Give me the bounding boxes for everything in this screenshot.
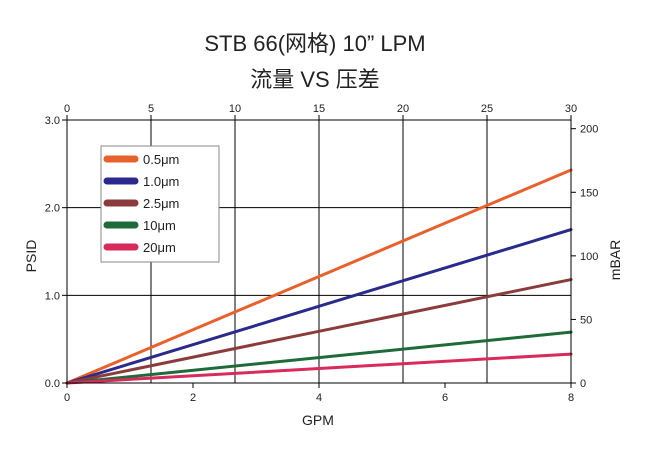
x2-tick-label: 0 xyxy=(64,103,70,115)
x2-tick-label: 25 xyxy=(481,103,493,115)
legend: 0.5μm 1.0μm 2.5μm 10μm 20μm xyxy=(100,145,220,263)
plot-frame xyxy=(62,115,576,388)
y-tick-label: 2.0 xyxy=(45,203,60,215)
x2-tick-label: 10 xyxy=(229,103,241,115)
series-line-2.5μm xyxy=(65,278,573,385)
chart-subtitle: 流量 VS 压差 xyxy=(250,67,380,92)
x-tick-label: 0 xyxy=(64,392,70,404)
y2-axis-title: mBAR xyxy=(607,240,623,280)
y2-tick-label: 0 xyxy=(580,378,586,390)
y-tick-label: 0.0 xyxy=(45,378,60,390)
x-tick-label: 6 xyxy=(442,392,448,404)
x2-tick-label: 15 xyxy=(313,103,325,115)
series-line-0.5μm xyxy=(65,168,573,385)
legend-label: 10μm xyxy=(143,218,176,233)
y-tick-label: 1.0 xyxy=(45,290,60,302)
plot-border xyxy=(66,119,572,384)
legend-label: 20μm xyxy=(143,240,176,255)
tick-labels: 0 5 10 15 20 25 300.01.02.03.00 2 4 6 805010015020… xyxy=(45,103,599,404)
x2-tick-label: 5 xyxy=(148,103,154,115)
series-line-1.0μm xyxy=(65,228,573,385)
series-lines xyxy=(65,168,573,385)
y-axis-title: PSID xyxy=(23,240,39,273)
x2-tick-label: 20 xyxy=(397,103,409,115)
series-line-10μm xyxy=(65,330,573,385)
legend-label: 0.5μm xyxy=(143,152,179,167)
series-line-20μm xyxy=(65,352,573,385)
y2-tick-label: 50 xyxy=(580,314,592,326)
x-axis-title: GPM xyxy=(302,412,334,428)
chart-title: STB 66(网格) 10” LPM xyxy=(204,31,426,56)
y-tick-label: 3.0 xyxy=(45,115,60,127)
legend-label: 2.5μm xyxy=(143,196,179,211)
x-tick-label: 2 xyxy=(190,392,196,404)
legend-label: 1.0μm xyxy=(143,174,179,189)
x-tick-label: 8 xyxy=(568,392,574,404)
y2-tick-label: 150 xyxy=(580,187,598,199)
y2-tick-label: 200 xyxy=(580,124,598,136)
y2-tick-label: 100 xyxy=(580,251,598,263)
x-tick-label: 4 xyxy=(316,392,322,404)
x2-tick-label: 30 xyxy=(565,103,577,115)
